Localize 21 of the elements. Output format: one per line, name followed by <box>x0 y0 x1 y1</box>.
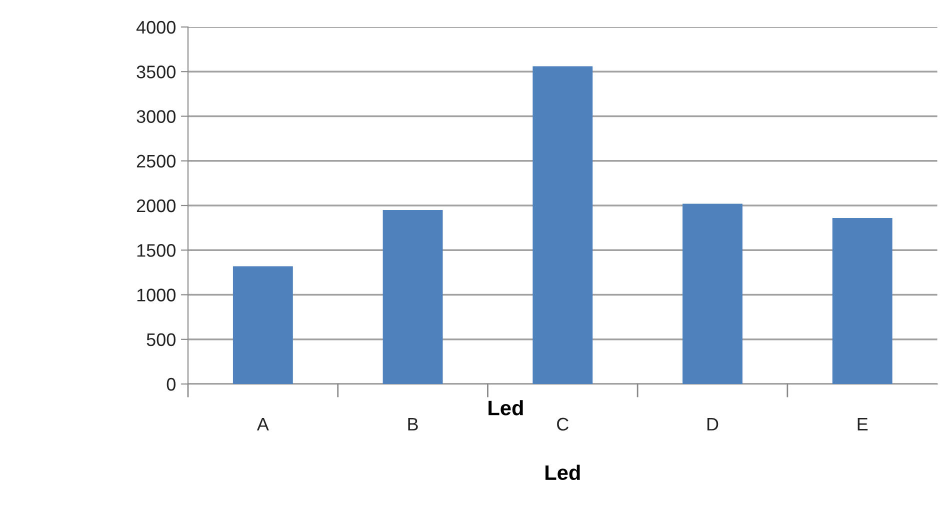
y-tick-label: 1500 <box>137 244 176 257</box>
x-axis-title: Led <box>546 464 580 480</box>
y-tick-label: 3500 <box>136 66 176 78</box>
text: Led <box>488 400 523 416</box>
x-tick-label: B <box>408 418 418 430</box>
y-tick-label: 2000 <box>136 199 176 212</box>
bar <box>232 266 293 384</box>
x-tick-label: A <box>256 418 269 430</box>
y-tick-label: 500 <box>146 333 176 346</box>
y-tick-label: 1000 <box>137 288 176 302</box>
x-tick-label: E <box>858 418 868 430</box>
y-tick-label: 4000 <box>136 20 176 34</box>
y-tick-label: 2500 <box>136 154 176 168</box>
bar <box>382 210 443 384</box>
x-tick-label: C <box>557 418 568 431</box>
y-tick-label: 0 <box>166 378 176 391</box>
bar <box>532 66 593 384</box>
bar <box>832 218 892 384</box>
x-tick-label: D <box>707 418 718 430</box>
bar <box>682 204 742 384</box>
y-tick-label: 3000 <box>136 110 176 123</box>
